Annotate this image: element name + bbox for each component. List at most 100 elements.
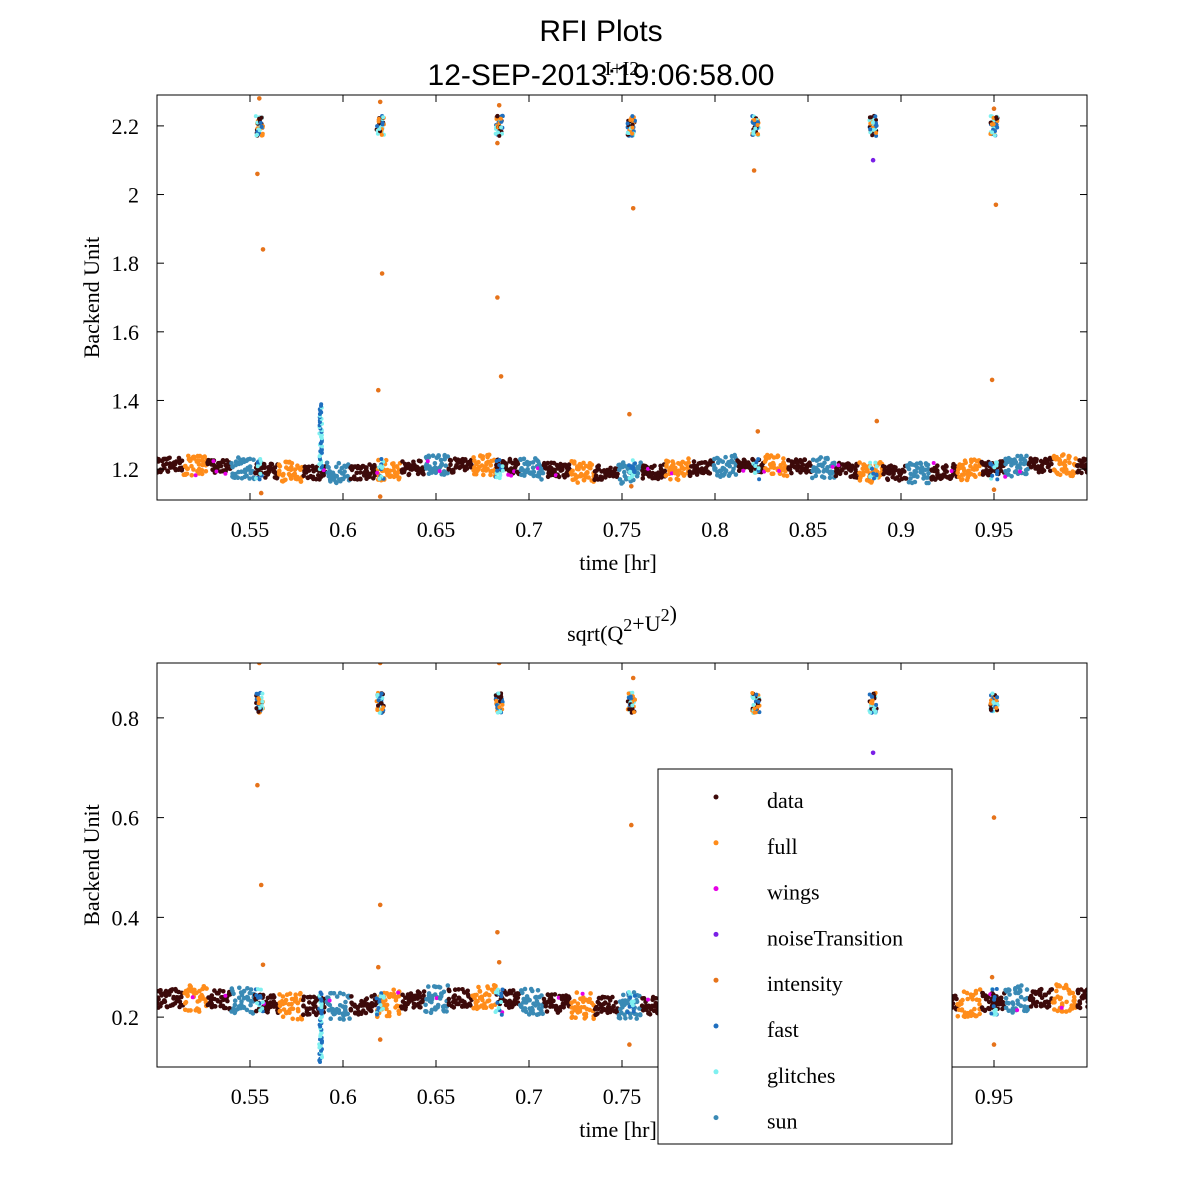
baseline-point (485, 466, 490, 472)
y-tick-label: 1.4 (112, 388, 140, 413)
baseline-point (556, 474, 562, 480)
baseline-point (423, 1002, 428, 1008)
noise-baseline-point (627, 1004, 632, 1009)
baseline-point (1006, 1008, 1011, 1013)
baseline-point (720, 459, 726, 465)
baseline-point (908, 476, 913, 481)
baseline-point (476, 984, 481, 990)
baseline-point (727, 463, 732, 469)
noise-cluster-point (381, 115, 386, 120)
noise-cluster-point (868, 127, 873, 132)
baseline-point (1059, 1001, 1065, 1006)
noise-cluster-point (256, 709, 261, 714)
baseline-point (658, 466, 664, 472)
baseline-point (566, 462, 572, 467)
baseline-point (827, 475, 833, 481)
noise-cluster-point (260, 691, 265, 696)
noise-cluster-point (633, 697, 637, 702)
noise-baseline-point (872, 476, 876, 481)
baseline-point (512, 1001, 517, 1007)
baseline-point (299, 1017, 305, 1022)
noise-baseline-point (500, 464, 505, 469)
noise-cluster-point (994, 705, 999, 710)
noise-baseline-point (379, 991, 384, 996)
baseline-point (1017, 987, 1023, 993)
noise-cluster-point (630, 122, 635, 127)
noise-cluster-point (992, 133, 997, 138)
baseline-point (512, 465, 518, 470)
outlier-point (993, 202, 999, 208)
baseline-point (348, 1008, 354, 1013)
baseline-point (334, 994, 340, 999)
superscript: 2 (623, 615, 632, 635)
outlier-point (260, 247, 266, 252)
noise-cluster-point (752, 706, 757, 711)
baseline-point (617, 477, 623, 482)
baseline-point (1010, 1000, 1015, 1005)
baseline-point (199, 468, 205, 473)
noise-cluster-point (757, 710, 762, 715)
baseline-point (726, 473, 732, 479)
baseline-point (369, 1008, 374, 1014)
noise-cluster-point (254, 706, 259, 711)
baseline-point (452, 993, 458, 998)
noise-cluster-point (874, 702, 879, 707)
baseline-point (613, 1008, 619, 1014)
baseline-point (1052, 996, 1057, 1002)
baseline-point (241, 1005, 246, 1010)
legend-marker-fast (713, 1023, 719, 1029)
legend-label-glitches: glitches (767, 1063, 835, 1088)
x-tick-label: 0.8 (701, 517, 729, 542)
noise-cluster-point (500, 113, 505, 118)
baseline-point (187, 458, 193, 464)
noise-baseline-point (258, 459, 263, 464)
noise-cluster-point (874, 121, 878, 126)
baseline-point (1017, 465, 1023, 471)
outlier-point (629, 484, 634, 489)
noise-cluster-point (256, 691, 261, 696)
baseline-point (587, 996, 592, 1002)
noise-cluster-point (498, 116, 503, 121)
y-tick-label: 1.8 (112, 251, 140, 276)
baseline-point (476, 459, 481, 465)
baseline-point (1018, 1003, 1024, 1009)
noise-cluster-point (873, 114, 878, 119)
baseline-point (1010, 1010, 1015, 1015)
baseline-point (485, 998, 491, 1004)
baseline-point (202, 454, 207, 459)
wings-point (777, 468, 781, 473)
noise-baseline-point (258, 471, 263, 476)
baseline-point (815, 468, 821, 474)
baseline-point (324, 460, 330, 466)
baseline-point (301, 1012, 306, 1017)
baseline-point (251, 457, 256, 463)
baseline-point (926, 480, 931, 486)
wings-point (434, 996, 439, 1001)
baseline-point (403, 1005, 409, 1010)
y-tick-label: 2.2 (112, 114, 140, 139)
baseline-point (366, 1004, 371, 1009)
x-tick-label: 0.55 (231, 1084, 270, 1109)
baseline-point (276, 470, 282, 476)
noise-baseline-point (991, 1004, 996, 1009)
baseline-point (521, 996, 526, 1002)
baseline-point (641, 996, 647, 1001)
baseline-point (334, 473, 339, 479)
baseline-point (634, 1016, 639, 1021)
baseline-point (1000, 999, 1006, 1005)
noise-baseline-point (995, 477, 1000, 482)
outlier-point (496, 663, 502, 666)
baseline-point (450, 467, 455, 473)
spike-point (318, 990, 323, 995)
baseline-point (914, 461, 920, 467)
noise-cluster-point (991, 700, 996, 705)
baseline-point (357, 470, 363, 475)
legend-label-data: data (767, 788, 804, 813)
baseline-point (250, 1011, 256, 1016)
baseline-point (421, 993, 426, 998)
y-tick-label: 0.8 (112, 706, 140, 731)
baseline-point (446, 996, 452, 1002)
baseline-point (418, 459, 423, 464)
y-tick-label: 0.4 (112, 905, 140, 930)
baseline-point (336, 1008, 342, 1013)
